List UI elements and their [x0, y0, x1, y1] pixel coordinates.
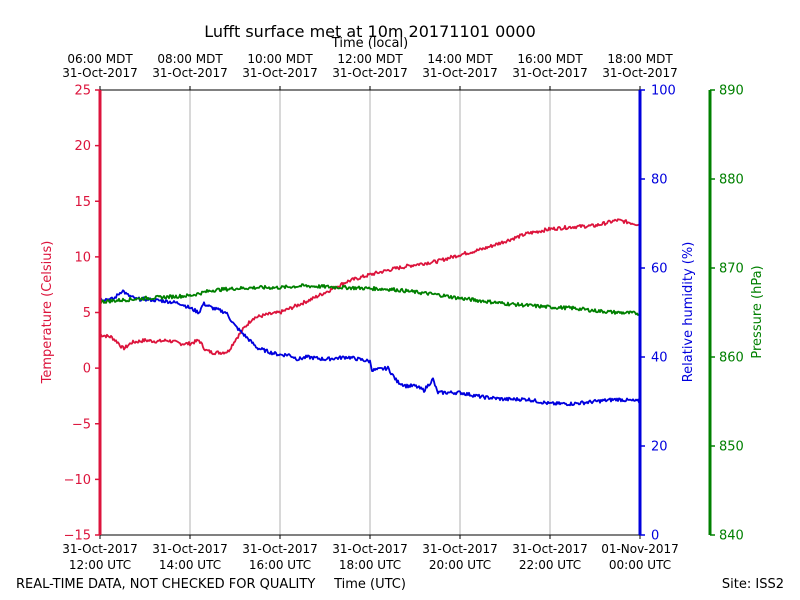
tick-marks: 31-Oct-2017 12:00 UTC 31-Oct-2017 14:00 UTC…: [62, 52, 744, 572]
chart-title: Lufft surface met at 10m 20171101 0000: [204, 22, 536, 41]
x-tick-label-utc-date: 31-Oct-2017: [62, 542, 138, 556]
x-tick-label-local-time: 14:00 MDT: [427, 52, 493, 66]
x-tick-label-local-date: 31-Oct-2017: [62, 66, 138, 80]
x-tick-label-utc-date: 01-Nov-2017: [601, 542, 679, 556]
humidity-tick-label: 0: [651, 529, 659, 544]
x-tick-label-utc-time: 00:00 UTC: [609, 558, 671, 572]
gridlines: [189, 90, 551, 535]
x-tick-label-local-time: 10:00 MDT: [247, 52, 313, 66]
pressure-tick-label: 850: [719, 440, 744, 455]
pressure-tick-label: 880: [719, 173, 744, 188]
x-tick-label-local-date: 31-Oct-2017: [152, 66, 228, 80]
series-line-relative-humidity: [99, 289, 641, 407]
humidity-tick-label: 60: [651, 262, 668, 277]
pressure-tick-label: 860: [719, 351, 744, 366]
temperature-tick-label: −15: [64, 529, 91, 544]
pressure-tick-label: 890: [719, 84, 744, 99]
x-tick-label-utc-time: 22:00 UTC: [519, 558, 581, 572]
x-tick-label-utc-time: 16:00 UTC: [249, 558, 311, 572]
temperature-tick-label: 15: [74, 195, 91, 210]
x-tick-label-utc-time: 20:00 UTC: [429, 558, 491, 572]
humidity-tick-label: 40: [651, 351, 668, 366]
temperature-tick-label: 5: [83, 306, 91, 321]
x-tick-label-utc-time: 18:00 UTC: [339, 558, 401, 572]
temperature-axis-label: Temperature (Celsius): [40, 241, 55, 385]
pressure-tick-label: 870: [719, 262, 744, 277]
temperature-tick-label: 0: [83, 362, 91, 377]
site-label: Site: ISS2: [722, 577, 784, 592]
x-tick-label-local-time: 16:00 MDT: [517, 52, 583, 66]
temperature-tick-label: 10: [74, 250, 91, 265]
temperature-tick-label: 20: [74, 139, 91, 154]
series-line-pressure: [99, 283, 641, 316]
humidity-tick-label: 20: [651, 440, 668, 455]
x-tick-label-utc-date: 31-Oct-2017: [512, 542, 588, 556]
x-tick-label-local-time: 18:00 MDT: [607, 52, 673, 66]
x-tick-label-utc-time: 14:00 UTC: [159, 558, 221, 572]
x-tick-label-utc-date: 31-Oct-2017: [152, 542, 228, 556]
x-tick-label-local-date: 31-Oct-2017: [332, 66, 408, 80]
x-tick-label-utc-date: 31-Oct-2017: [332, 542, 408, 556]
x-tick-label-local-time: 12:00 MDT: [337, 52, 403, 66]
series-line-temperature: [99, 218, 641, 356]
x-tick-label-utc-time: 12:00 UTC: [69, 558, 131, 572]
x-tick-label-local-date: 31-Oct-2017: [242, 66, 318, 80]
x-tick-label-utc-date: 31-Oct-2017: [422, 542, 498, 556]
x-axis-label: Time (UTC): [333, 577, 406, 592]
x-tick-label-local-date: 31-Oct-2017: [422, 66, 498, 80]
x-tick-label-local-time: 06:00 MDT: [67, 52, 133, 66]
temperature-tick-label: −10: [64, 473, 91, 488]
x-tick-label-utc-date: 31-Oct-2017: [242, 542, 318, 556]
x-tick-label-local-date: 31-Oct-2017: [602, 66, 678, 80]
temperature-tick-label: −5: [72, 417, 91, 432]
data-series: [99, 218, 641, 407]
humidity-tick-label: 100: [651, 84, 676, 99]
humidity-axis-label: Relative humidity (%): [681, 242, 696, 383]
temperature-tick-label: 25: [74, 84, 91, 99]
quality-warning: REAL-TIME DATA, NOT CHECKED FOR QUALITY: [16, 577, 315, 592]
top-x-axis-label: Time (local): [331, 36, 408, 51]
x-tick-label-local-date: 31-Oct-2017: [512, 66, 588, 80]
pressure-tick-label: 840: [719, 529, 744, 544]
x-tick-label-local-time: 08:00 MDT: [157, 52, 223, 66]
humidity-tick-label: 80: [651, 173, 668, 188]
pressure-axis-label: Pressure (hPa): [750, 265, 765, 358]
